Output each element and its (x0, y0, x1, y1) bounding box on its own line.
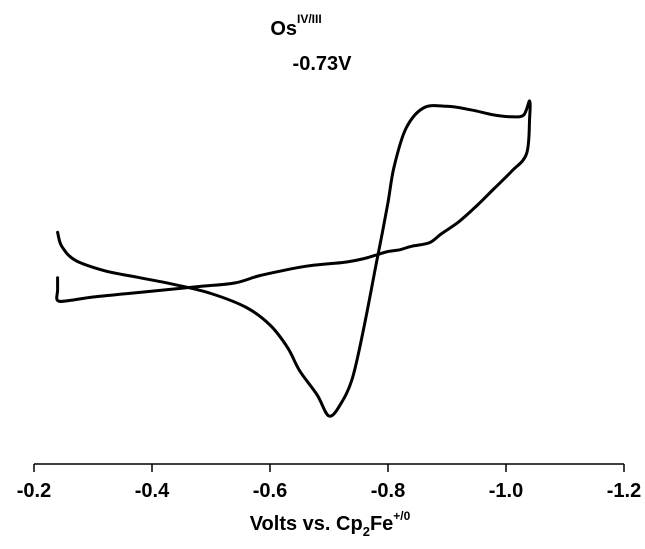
x-tick-label: -0.8 (371, 480, 405, 502)
x-tick-label: -0.4 (135, 480, 170, 502)
x-axis-label-middle: Fe (370, 513, 393, 535)
x-axis-label: Volts vs. Cp2Fe+/0 (250, 509, 411, 539)
x-axis-label-subscript: 2 (363, 524, 370, 539)
peak-annotation-species-name: Os (270, 18, 297, 40)
x-axis-ticks: -0.2 -0.4 -0.6 -0.8 -1.0 -1.2 (17, 464, 641, 502)
x-tick-label: -0.6 (253, 480, 287, 502)
peak-annotation-potential: -0.73V (293, 53, 353, 75)
x-tick-label: -1.2 (607, 480, 641, 502)
cv-trace-line (55, 99, 532, 418)
x-axis-label-superscript: +/0 (393, 509, 410, 523)
peak-annotation-species: OsIV/III (270, 12, 321, 40)
x-tick-label: -1.0 (489, 480, 523, 502)
x-axis-label-prefix: Volts vs. Cp (250, 513, 363, 535)
x-tick-label: -0.2 (17, 480, 51, 502)
peak-annotation-superscript: IV/III (297, 12, 322, 26)
